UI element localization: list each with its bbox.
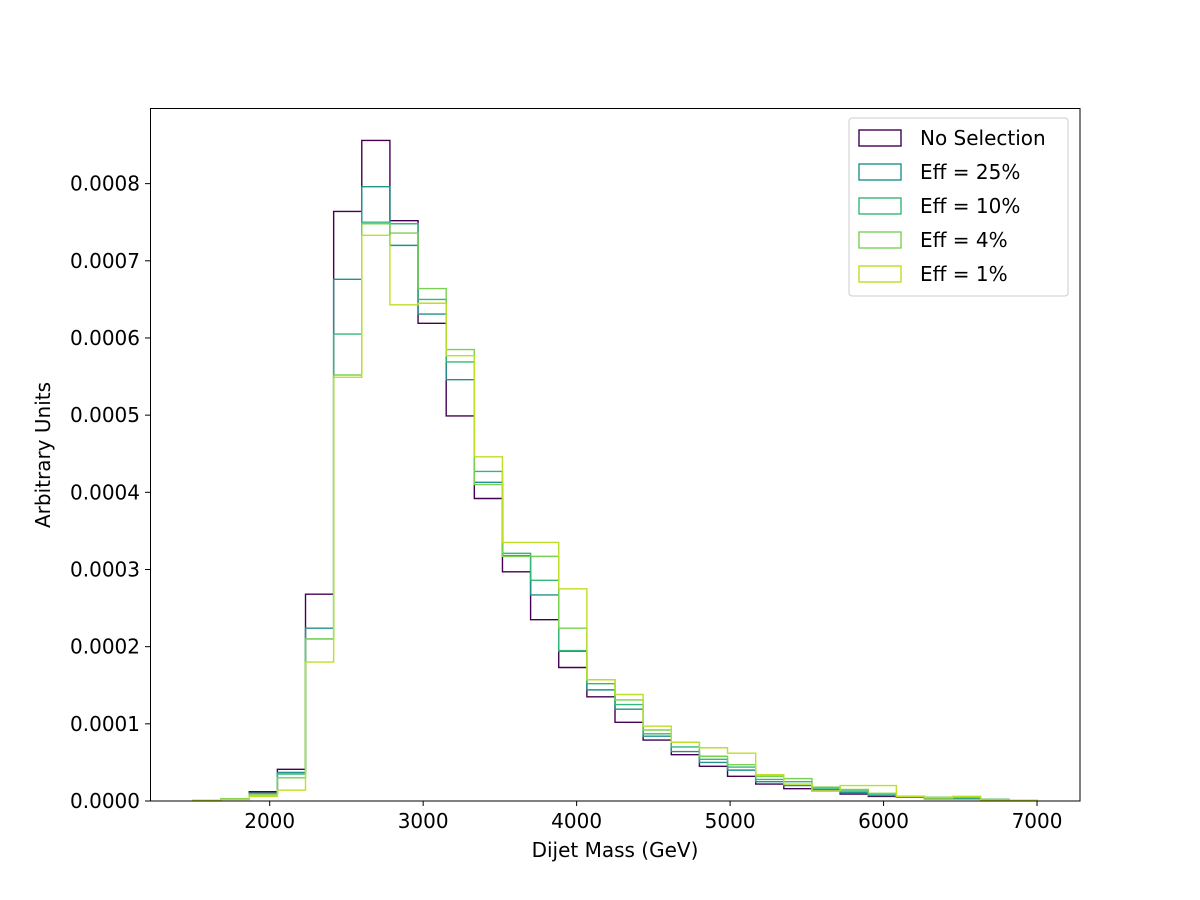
x-axis: 2000 3000 4000 5000 6000 7000 <box>244 801 1062 833</box>
y-axis-label: Arbitrary Units <box>31 382 55 528</box>
legend-swatch <box>858 163 902 181</box>
y-tick-label: 0.0008 <box>70 172 140 196</box>
y-tick-label: 0.0000 <box>70 789 140 813</box>
series-4-histogram <box>192 234 1038 801</box>
y-axis: 0.0000 0.0001 0.0002 0.0003 0.0004 0.0005 0.00… <box>70 172 150 813</box>
legend-swatch <box>858 197 902 215</box>
legend-label: Eff = 25% <box>920 160 1020 184</box>
y-tick-label: 0.0003 <box>70 557 140 581</box>
x-tick-label: 6000 <box>858 809 909 833</box>
legend-label: No Selection <box>920 126 1046 150</box>
y-tick-label: 0.0002 <box>70 635 140 659</box>
x-tick-label: 2000 <box>244 809 295 833</box>
legend-frame <box>848 117 1069 297</box>
y-tick-label: 0.0007 <box>70 249 140 273</box>
x-axis-label: Dijet Mass (GeV) <box>532 838 699 862</box>
legend-swatch <box>858 265 902 283</box>
legend-swatch <box>858 129 902 147</box>
y-tick-label: 0.0004 <box>70 480 140 504</box>
series-layer <box>192 139 1038 801</box>
x-tick-label: 3000 <box>398 809 449 833</box>
legend: No Selection Eff = 25% Eff = 10% Eff = 4% Ef… <box>848 117 1069 297</box>
legend-swatch <box>858 231 902 249</box>
y-tick-label: 0.0005 <box>70 403 140 427</box>
x-tick-label: 4000 <box>551 809 602 833</box>
legend-label: Eff = 1% <box>920 262 1008 286</box>
x-tick-label: 5000 <box>705 809 756 833</box>
legend-label: Eff = 4% <box>920 228 1008 252</box>
y-tick-label: 0.0001 <box>70 712 140 736</box>
legend-label: Eff = 10% <box>920 194 1020 218</box>
x-tick-label: 7000 <box>1012 809 1063 833</box>
plot-frame <box>150 108 1081 802</box>
y-tick-label: 0.0006 <box>70 326 140 350</box>
